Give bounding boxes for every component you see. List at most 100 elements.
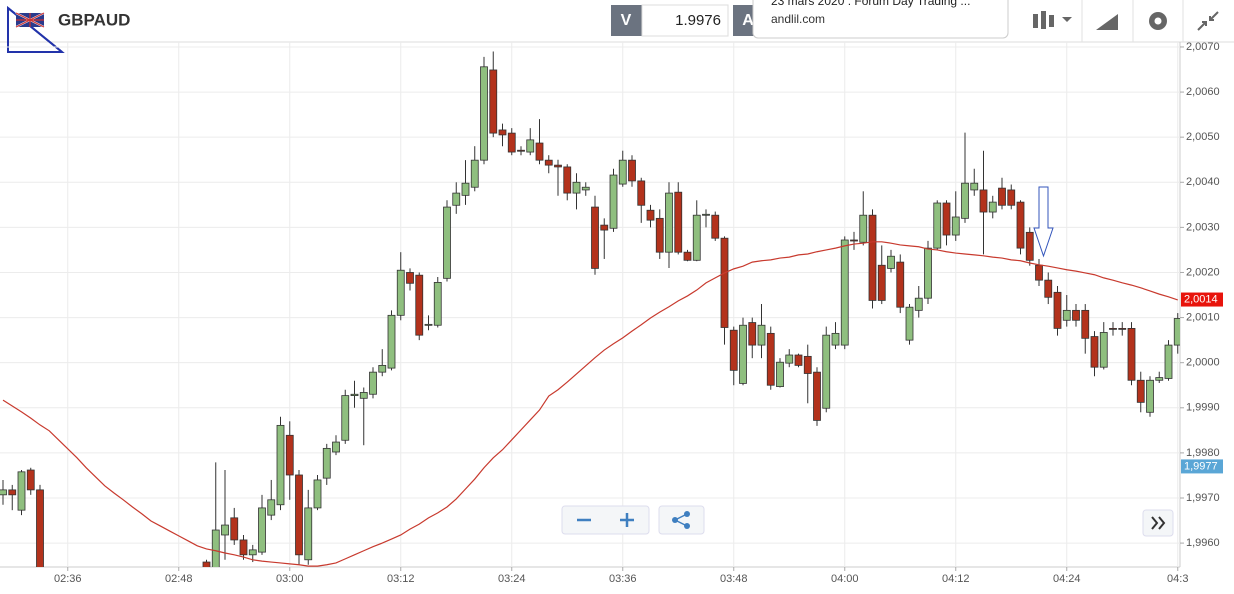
candle-body	[850, 239, 858, 242]
collapse-button[interactable]	[1197, 11, 1219, 31]
candle-body	[507, 132, 516, 153]
candle-body	[859, 214, 868, 243]
candle-body	[544, 159, 553, 166]
y-tick-label: 2,0040	[1186, 176, 1220, 188]
y-tick-label: 1,9960	[1186, 537, 1220, 549]
candle-body	[17, 471, 26, 511]
zoom-bar	[561, 505, 650, 535]
x-tick-label: 03:36	[609, 573, 637, 585]
axes: 2,0070 2,0060 2,0050 2,0040 2,0030 2,0020 2,00…	[54, 41, 1223, 585]
candle-body	[887, 255, 895, 269]
candle-body	[822, 334, 831, 409]
x-tick-label: 03:00	[276, 573, 304, 585]
candle-body	[202, 561, 211, 567]
candle-body	[1173, 318, 1180, 346]
candle-body	[295, 474, 303, 556]
candle-body	[1146, 379, 1154, 413]
candle-body	[369, 371, 377, 395]
candle-body	[221, 524, 229, 536]
candle-body	[951, 216, 960, 236]
y-tick-label: 2,0060	[1186, 86, 1220, 98]
flag-cross-red	[15, 12, 45, 28]
y-tick-label: 2,0010	[1186, 311, 1220, 323]
candle-body	[1118, 328, 1127, 330]
candle-body	[378, 364, 387, 373]
candle-body	[322, 447, 331, 479]
candle-body	[248, 549, 257, 556]
candle-body	[350, 393, 359, 397]
candle-body	[415, 274, 424, 336]
candle-body	[406, 272, 414, 284]
quote-box	[641, 4, 729, 37]
candle-body	[914, 297, 923, 311]
candle-body	[794, 354, 803, 366]
candle-body	[526, 139, 535, 153]
candle-body	[341, 395, 350, 441]
symbol: GBPAUD	[58, 10, 130, 29]
candle-body	[36, 489, 44, 567]
zoom-in-button[interactable]	[620, 513, 634, 527]
candle-body	[591, 206, 599, 269]
x-tick-label: 02:36	[54, 573, 82, 585]
candle-body	[563, 166, 572, 194]
candle-body	[0, 489, 7, 496]
candle-body	[637, 180, 646, 206]
notification-source: andlil.com	[771, 12, 825, 26]
candle-body	[304, 507, 313, 561]
share-button[interactable]	[672, 511, 690, 529]
notification[interactable]	[752, 0, 1009, 39]
candle-body	[600, 224, 609, 231]
candle-body	[535, 142, 544, 161]
x-tick-label: 03:12	[387, 573, 415, 585]
drawing-tool[interactable]	[1096, 14, 1118, 30]
price-label: 2,0014	[1184, 293, 1218, 305]
settings-button[interactable]	[1149, 12, 1167, 30]
buy-label: A	[742, 12, 754, 29]
share-bar	[658, 505, 705, 535]
candle-body	[877, 264, 886, 301]
x-tick-label: 03:48	[720, 573, 748, 585]
candle-body	[572, 181, 581, 194]
candle-body	[8, 489, 17, 496]
y-tick-label: 1,9980	[1186, 447, 1220, 459]
candle-body	[1109, 328, 1117, 330]
y-tick-label: 1,9990	[1186, 402, 1220, 414]
candle-body	[1164, 344, 1173, 379]
candle-body	[665, 192, 673, 253]
candle-body	[1099, 332, 1108, 368]
candle-body	[1044, 279, 1053, 298]
y-tick-label: 2,0020	[1186, 266, 1220, 278]
candle-body	[26, 469, 35, 491]
candle-body	[276, 424, 285, 506]
candle-body	[683, 251, 692, 261]
candle-body	[554, 164, 562, 168]
candle-body	[1016, 201, 1025, 249]
candle-body	[1007, 189, 1016, 206]
price-label: 1,9977	[1184, 460, 1218, 472]
candle-body	[988, 201, 997, 213]
grid	[0, 42, 1180, 567]
candle-body	[609, 174, 618, 229]
candle-body	[813, 371, 821, 421]
y-tick-label: 2,0070	[1186, 41, 1220, 53]
candle-body	[674, 191, 683, 253]
candle-body	[924, 247, 932, 299]
candle-body	[757, 324, 766, 346]
candle-body	[628, 159, 636, 182]
sell-button[interactable]	[611, 5, 642, 36]
candle-body	[961, 182, 969, 219]
candle-body	[998, 187, 1006, 206]
chart-type-menu[interactable]	[1033, 11, 1072, 29]
candle-body	[720, 237, 729, 328]
candle-body	[905, 306, 914, 341]
candle-body	[748, 322, 757, 346]
candle-body	[1136, 379, 1145, 403]
candle-body	[655, 217, 664, 253]
x-tick-label: 04:24	[1053, 573, 1081, 585]
candle-body	[498, 129, 507, 136]
sell-label: V	[621, 12, 632, 29]
x-tick-label: 04:00	[831, 573, 859, 585]
candle-body	[443, 206, 451, 279]
y-tick-label: 2,0050	[1186, 131, 1220, 143]
